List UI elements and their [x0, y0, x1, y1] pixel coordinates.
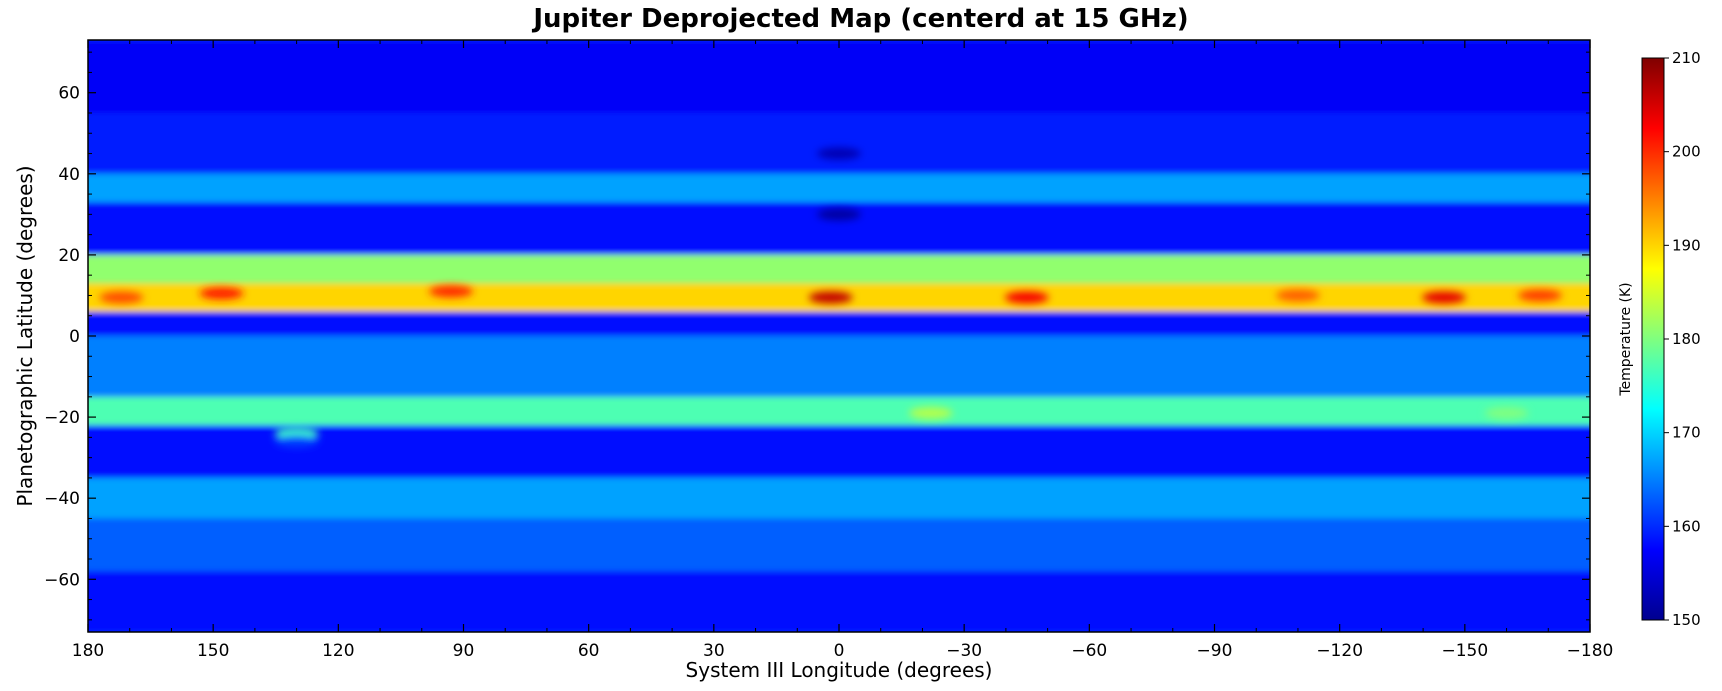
x-tick-label: 120: [322, 641, 354, 661]
heatmap-band: [88, 40, 1590, 113]
heatmap-feature: [99, 291, 144, 304]
x-tick-label: 0: [834, 641, 845, 661]
heatmap-feature: [428, 285, 473, 298]
y-tick-label: 0: [69, 327, 80, 347]
chart-title: Jupiter Deprojected Map (centerd at 15 G…: [533, 4, 1189, 34]
colorbar-ticks: 210 200 190 180 170 160 150: [1664, 49, 1701, 629]
heatmap-feature: [817, 147, 861, 160]
heatmap-feature: [199, 287, 244, 300]
x-tick-label: −120: [1316, 641, 1363, 661]
x-tick-label: −150: [1441, 641, 1488, 661]
x-axis-label: System III Longitude (degrees): [686, 658, 993, 682]
colorbar-tick-label: 170: [1672, 424, 1701, 442]
y-tick-label: 60: [58, 84, 80, 104]
y-axis: 60 40 20 0 −20 −40 −60: [44, 51, 1590, 621]
colorbar-tick-label: 160: [1672, 517, 1701, 535]
heatmap-feature: [1004, 291, 1049, 304]
y-tick-label: 20: [58, 246, 80, 266]
x-tick-label: 90: [453, 641, 475, 661]
heatmap-feature: [1517, 289, 1562, 302]
heatmap-band: [88, 336, 1590, 397]
heatmap-band: [88, 173, 1590, 203]
heatmap-band: [88, 571, 1590, 632]
heatmap-feature: [908, 407, 953, 420]
plot-area: [88, 40, 1590, 632]
x-tick-label: −180: [1567, 641, 1614, 661]
x-tick-label: 60: [578, 641, 600, 661]
x-tick-label: −60: [1071, 641, 1107, 661]
heatmap-feature: [1275, 289, 1320, 302]
x-axis: 180 150 120 90 60 30 0 −30 −60 −90 −120 −150 −180: [72, 40, 1614, 661]
heatmap-band: [88, 396, 1590, 426]
colorbar-tick-label: 180: [1672, 330, 1701, 348]
colorbar-tick-label: 190: [1672, 236, 1701, 254]
heatmap-band: [88, 311, 1590, 336]
heatmap-feature: [808, 291, 853, 304]
colorbar-label: Temperature (K): [1618, 282, 1634, 396]
colorbar-tick-label: 200: [1672, 143, 1701, 161]
x-tick-label: −90: [1197, 641, 1233, 661]
colorbar-tick-label: 150: [1672, 611, 1701, 629]
y-tick-label: −40: [44, 489, 80, 509]
y-tick-label: 40: [58, 165, 80, 185]
x-tick-label: −30: [946, 641, 982, 661]
heatmap-feature: [817, 208, 861, 221]
x-tick-label: 150: [197, 641, 229, 661]
colorbar: [1641, 57, 1665, 621]
heatmap-band: [88, 425, 1590, 478]
y-axis-label: Planetographic Latitude (degrees): [13, 165, 37, 506]
colorbar-tick-label: 210: [1672, 49, 1701, 67]
x-tick-label: 180: [72, 641, 104, 661]
heatmap-feature: [1421, 291, 1466, 304]
x-tick-label: 30: [703, 641, 725, 661]
heatmap-band: [88, 518, 1590, 572]
heatmap-band: [88, 254, 1590, 284]
heatmap-feature: [274, 435, 319, 448]
heatmap-band: [88, 112, 1590, 174]
temperature-features: [99, 147, 1562, 448]
latitude-bands: [88, 40, 1590, 632]
heatmap-band: [88, 477, 1590, 519]
heatmap-feature: [1484, 407, 1529, 420]
y-tick-label: −60: [44, 570, 80, 590]
y-tick-label: −20: [44, 408, 80, 428]
